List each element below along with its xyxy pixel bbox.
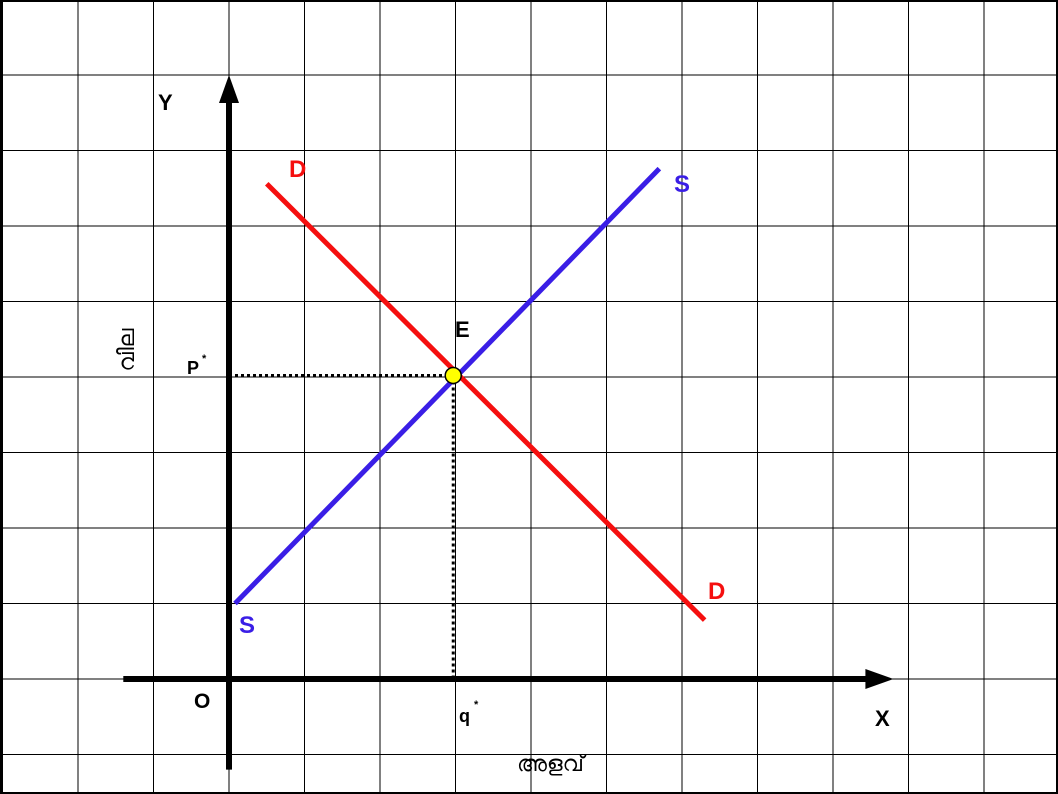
supply-label-start: S [239, 612, 255, 639]
demand-curve [264, 181, 707, 622]
y-axis-arrowhead [219, 75, 239, 103]
supply-label-end: S [674, 171, 690, 198]
x-axis-arrowhead [865, 669, 894, 689]
equilibrium-point [444, 366, 462, 385]
curves [233, 166, 707, 622]
quantity-label-star: * [474, 699, 479, 711]
equilibrium-guides [229, 373, 455, 679]
quantity-label: q [459, 706, 470, 726]
y-axis-label: വില [115, 328, 140, 371]
demand-label-end: D [708, 578, 725, 605]
origin-label: O [194, 690, 210, 713]
price-label: P [187, 358, 199, 378]
x-axis-name: X [875, 706, 890, 731]
demand-label-start: D [289, 156, 306, 183]
y-axis-name: Y [158, 90, 173, 115]
equilibrium-group [444, 366, 462, 385]
equilibrium-label: E [455, 317, 470, 342]
x-axis-label: അളവ് [517, 752, 587, 777]
price-label-star: * [202, 353, 207, 365]
axes [123, 75, 894, 770]
supply-curve [233, 166, 662, 606]
